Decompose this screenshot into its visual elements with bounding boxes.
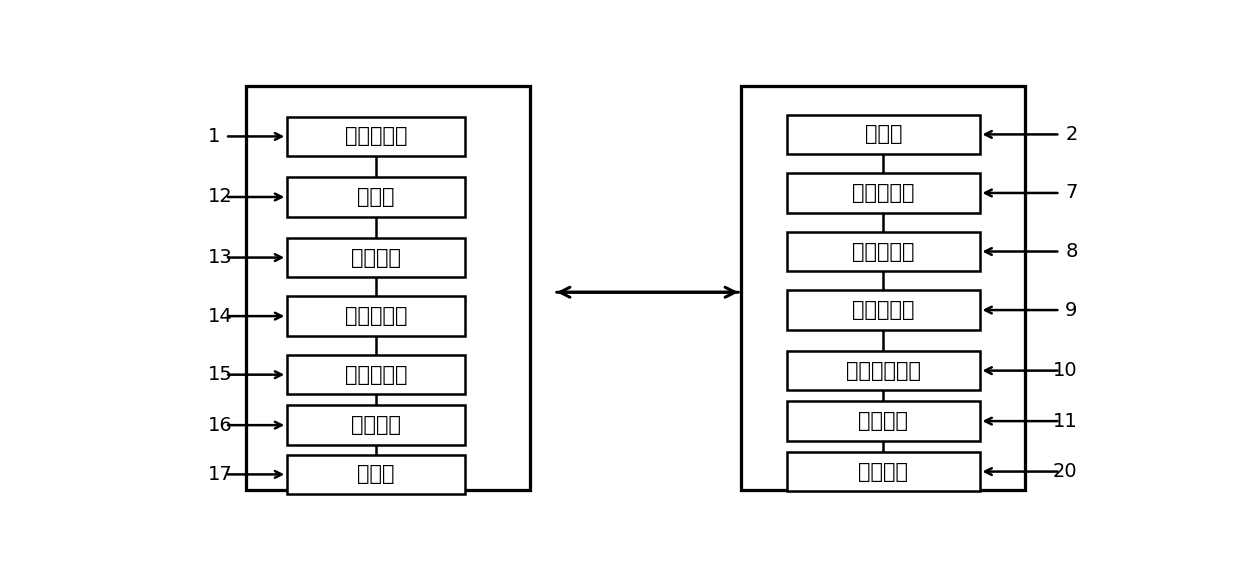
Text: 驱动器: 驱动器: [357, 187, 394, 207]
Text: 11: 11: [1053, 412, 1078, 430]
Text: 7: 7: [1065, 184, 1078, 202]
Text: 14: 14: [208, 307, 233, 325]
Text: 控制器: 控制器: [864, 124, 903, 144]
Text: 17: 17: [208, 465, 233, 484]
Bar: [787, 290, 980, 330]
Bar: [288, 296, 465, 336]
Bar: [288, 177, 465, 217]
Bar: [787, 115, 980, 154]
Text: 机械手机构: 机械手机构: [345, 306, 407, 326]
Bar: [787, 401, 980, 441]
Text: 控制器硬件: 控制器硬件: [852, 183, 915, 203]
Bar: [288, 238, 465, 278]
Text: 9: 9: [1065, 300, 1078, 320]
Bar: [288, 117, 465, 156]
Bar: [288, 455, 465, 494]
Text: 控制算法软件: 控制算法软件: [846, 361, 921, 381]
Text: 工业机器人: 工业机器人: [345, 127, 407, 146]
Text: 10: 10: [1053, 361, 1078, 380]
Text: 15: 15: [208, 365, 233, 384]
Text: 运动学软件: 运动学软件: [852, 300, 915, 320]
Text: 8: 8: [1065, 242, 1078, 261]
Text: 机器人语言: 机器人语言: [852, 242, 915, 262]
Bar: [742, 86, 1024, 490]
Text: 储存模块: 储存模块: [858, 462, 909, 482]
Text: 12: 12: [208, 188, 233, 206]
Bar: [247, 86, 529, 490]
Text: 13: 13: [208, 248, 233, 267]
Bar: [787, 452, 980, 491]
Text: 内传感器: 内传感器: [351, 415, 401, 435]
Text: 操作器: 操作器: [357, 465, 394, 484]
Text: 2: 2: [1065, 125, 1078, 144]
Text: 20: 20: [1053, 462, 1078, 481]
Bar: [787, 351, 980, 390]
Text: 传动机构: 传动机构: [351, 247, 401, 267]
Bar: [288, 405, 465, 445]
Text: 16: 16: [208, 416, 233, 435]
Text: 1: 1: [208, 127, 221, 146]
Bar: [787, 232, 980, 271]
Text: 功能软件: 功能软件: [858, 411, 909, 431]
Text: 机械手总成: 机械手总成: [345, 365, 407, 385]
Bar: [787, 173, 980, 213]
Bar: [288, 355, 465, 394]
